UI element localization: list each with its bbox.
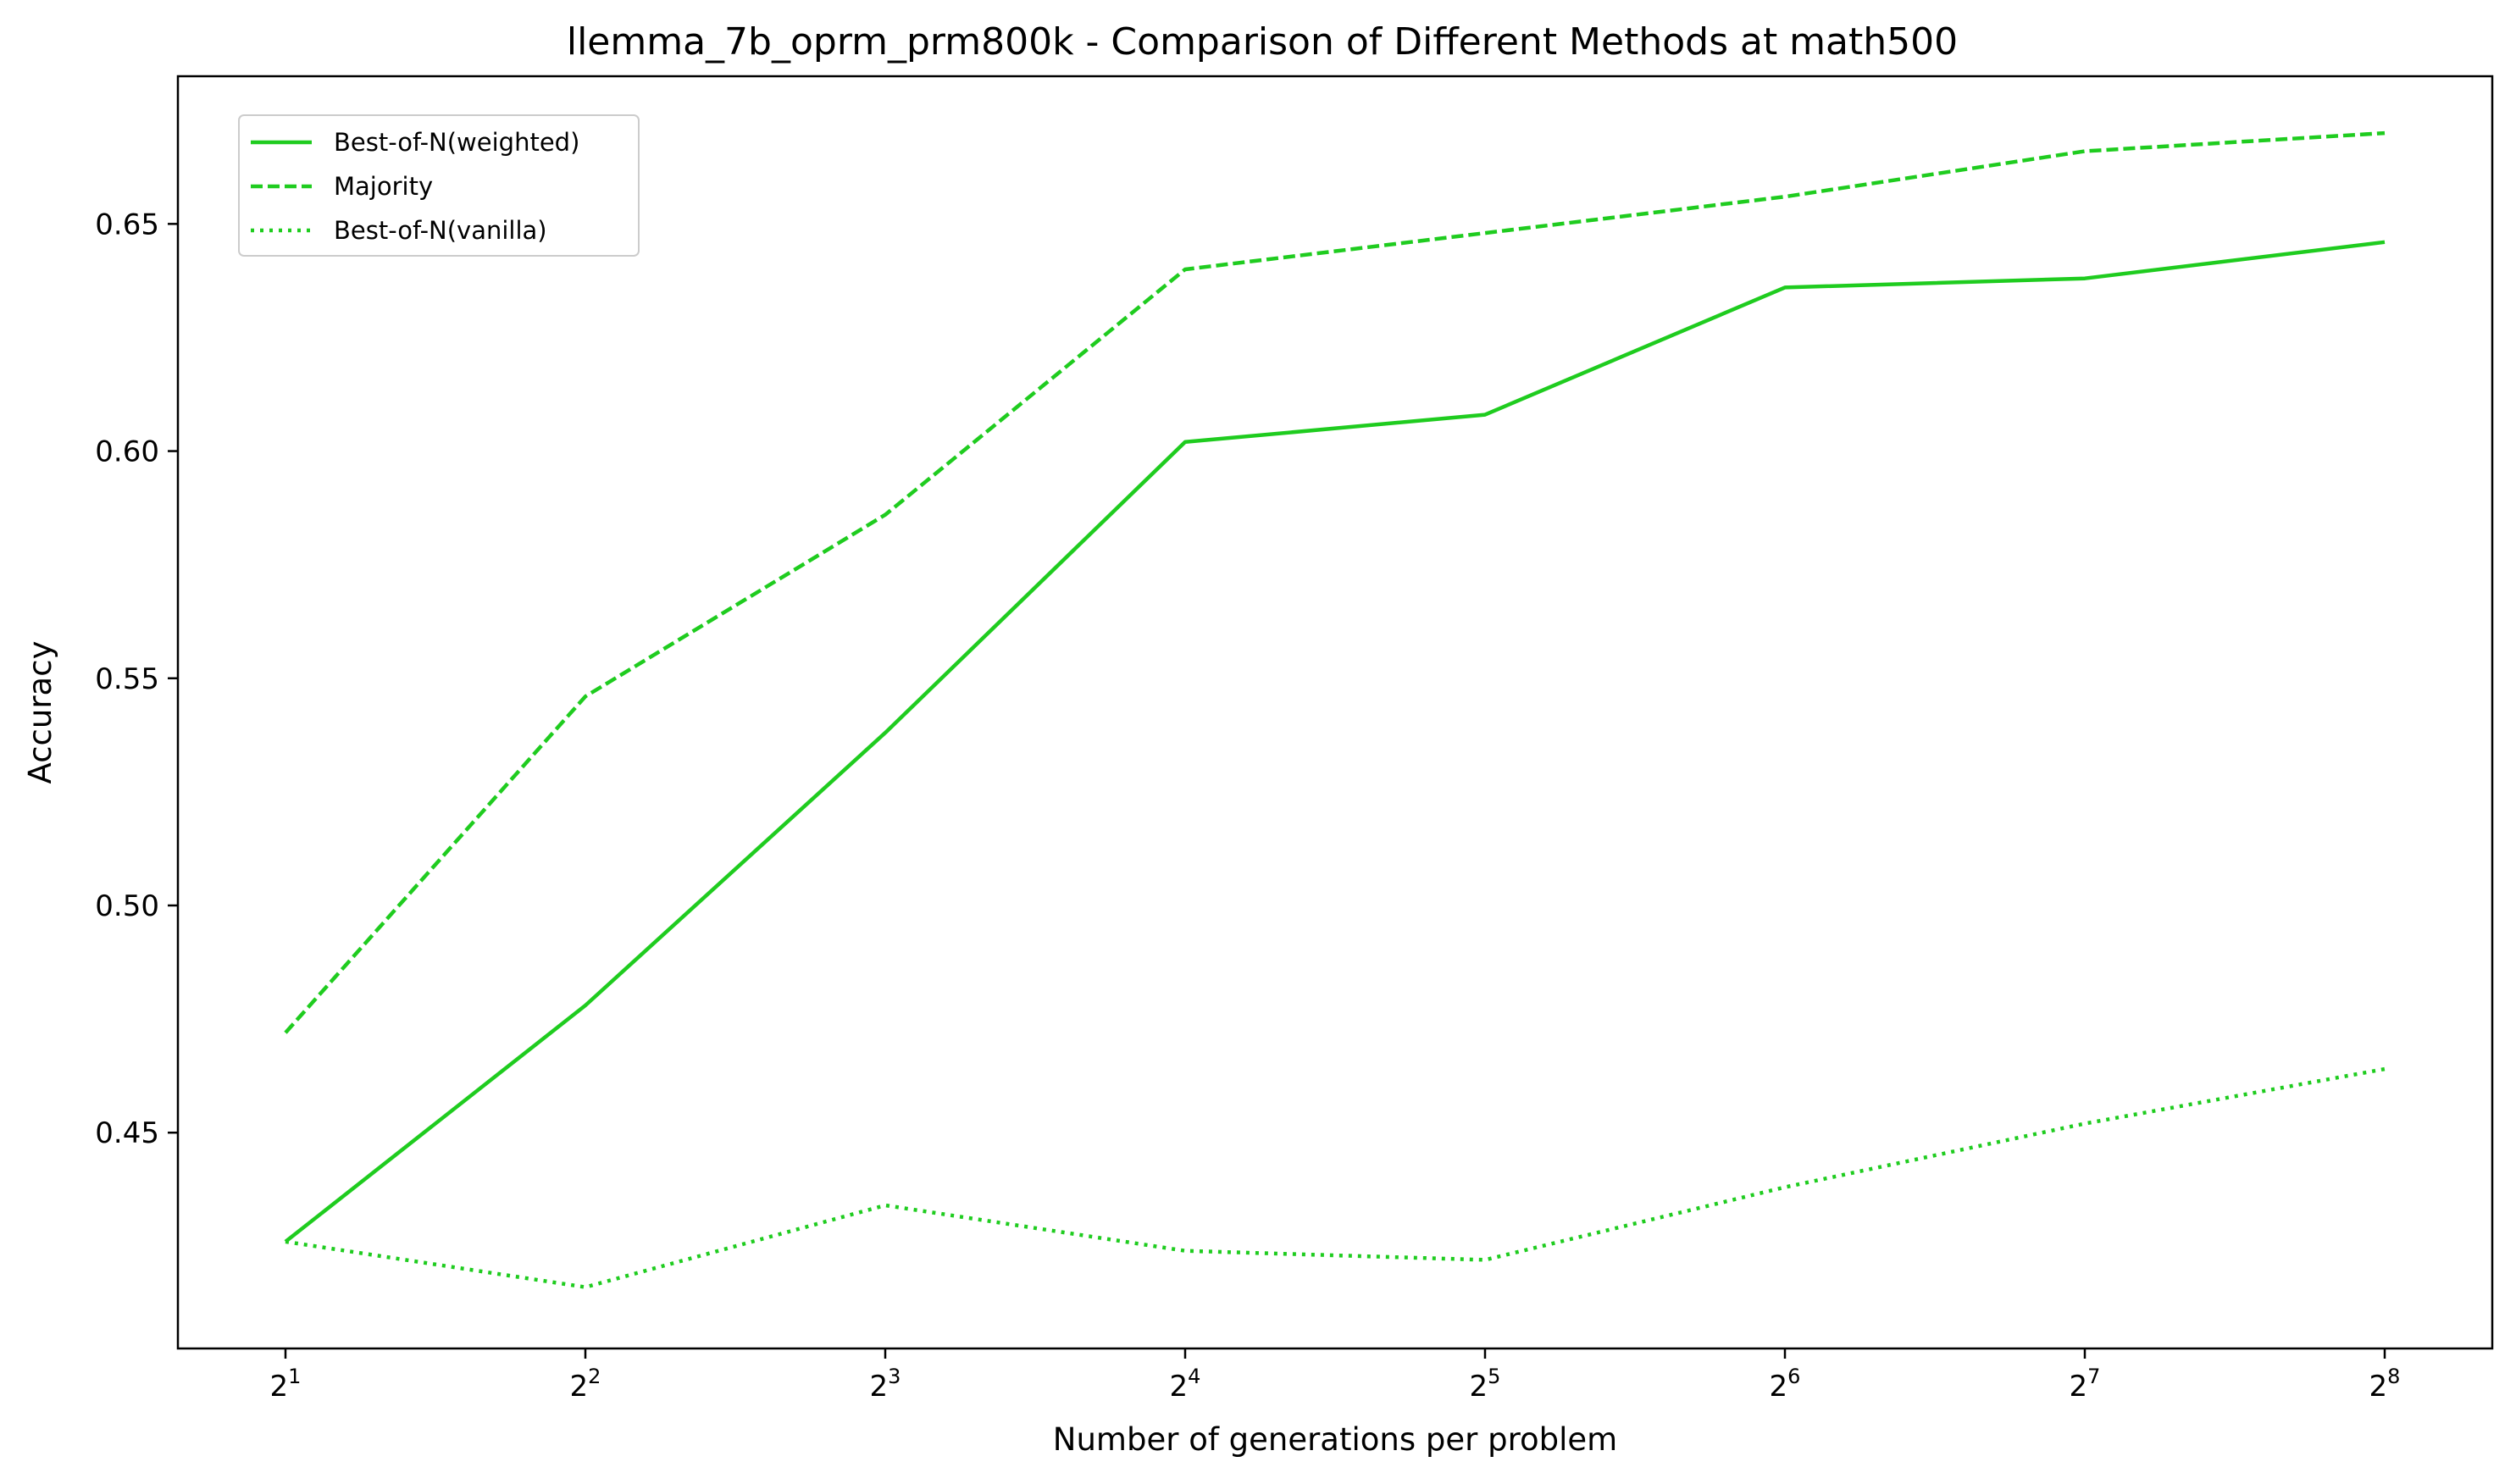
series-0-point-2 (884, 731, 887, 734)
series-0-point-1 (584, 1004, 587, 1007)
legend-label-2: Best-of-N(vanilla) (334, 216, 547, 245)
x-tick-exponent-2: 3 (888, 1365, 901, 1388)
legend-label-1: Majority (334, 172, 433, 201)
x-tick-exponent-6: 7 (2087, 1365, 2100, 1388)
x-tick-base-4: 2 (1470, 1370, 1488, 1404)
x-tick-exponent-3: 4 (1188, 1365, 1200, 1388)
series-2-point-2 (884, 1204, 887, 1207)
series-1-point-5 (1783, 195, 1787, 198)
series-line-dashed (284, 130, 2386, 1034)
x-axis-label: Number of generations per problem (1053, 1421, 1617, 1458)
x-tick-label-7: 28 (2369, 1365, 2401, 1404)
x-tick-exponent-0: 1 (288, 1365, 301, 1388)
x-tick-base-5: 2 (1770, 1370, 1788, 1404)
series-1-point-0 (284, 1031, 287, 1034)
x-tick-label-0: 21 (270, 1365, 302, 1404)
x-tick-exponent-7: 8 (2387, 1365, 2400, 1388)
x-tick-label-3: 24 (1170, 1365, 1201, 1404)
x-tick-base-3: 2 (1170, 1370, 1189, 1404)
x-tick-base-2: 2 (870, 1370, 889, 1404)
series-0-point-3 (1183, 440, 1187, 444)
series-line-dotted (285, 1066, 2386, 1289)
legend-label-0: Best-of-N(weighted) (334, 128, 579, 157)
y-tick-label-2: 0.55 (95, 662, 159, 696)
plot-area (176, 75, 2494, 1350)
series-0-point-5 (1783, 285, 1787, 289)
x-tick-base-1: 2 (570, 1370, 589, 1404)
x-tick-exponent-4: 5 (1488, 1365, 1500, 1388)
series-1-point-3 (1183, 268, 1187, 271)
series-2-point-0 (284, 1240, 287, 1243)
series-2-point-4 (1483, 1258, 1487, 1261)
chart-title: llemma_7b_oprm_prm800k - Comparison of D… (567, 20, 1958, 64)
axes-frame (176, 75, 2494, 1350)
y-axis-label: Accuracy (22, 641, 58, 784)
x-tick-exponent-5: 6 (1787, 1365, 1800, 1388)
series-1-point-4 (1483, 231, 1487, 235)
legend: Best-of-N(weighted) Majority Best-of-N(van… (238, 114, 640, 257)
x-tick-label-5: 26 (1770, 1365, 1801, 1404)
series-1-point-2 (884, 513, 887, 517)
y-tick-label-0: 0.45 (95, 1116, 159, 1150)
y-tick-label-3: 0.60 (95, 435, 159, 469)
x-tick-base-0: 2 (270, 1370, 289, 1404)
x-tick-label-1: 22 (570, 1365, 601, 1404)
series-0-point-6 (2083, 277, 2087, 280)
series-0-point-4 (1483, 413, 1487, 417)
series-0-point-7 (2383, 241, 2386, 244)
series-2-point-7 (2383, 1067, 2386, 1071)
y-tick-label-4: 0.65 (95, 208, 159, 241)
series-2-point-5 (1783, 1186, 1787, 1189)
series-1-point-7 (2383, 131, 2386, 135)
legend-frame (238, 114, 640, 257)
x-tick-label-4: 25 (1470, 1365, 1501, 1404)
series-1-point-6 (2083, 150, 2087, 153)
x-tick-base-6: 2 (2070, 1370, 2088, 1404)
series-2-point-6 (2083, 1121, 2087, 1125)
y-axis: 0.45 0.50 0.55 0.60 0.65 (95, 208, 178, 1150)
x-tick-label-2: 23 (870, 1365, 901, 1404)
x-tick-base-7: 2 (2369, 1370, 2388, 1404)
series-1-point-1 (584, 695, 587, 698)
x-axis: 21 22 23 24 25 26 27 28 (270, 1348, 2401, 1404)
series-line-solid (284, 240, 2386, 1243)
series-layer (284, 130, 2386, 1289)
x-tick-exponent-1: 2 (588, 1365, 601, 1388)
x-tick-label-6: 27 (2070, 1365, 2101, 1404)
series-2-point-1 (584, 1286, 587, 1289)
y-tick-label-1: 0.50 (95, 889, 159, 923)
series-2-point-3 (1183, 1249, 1187, 1253)
